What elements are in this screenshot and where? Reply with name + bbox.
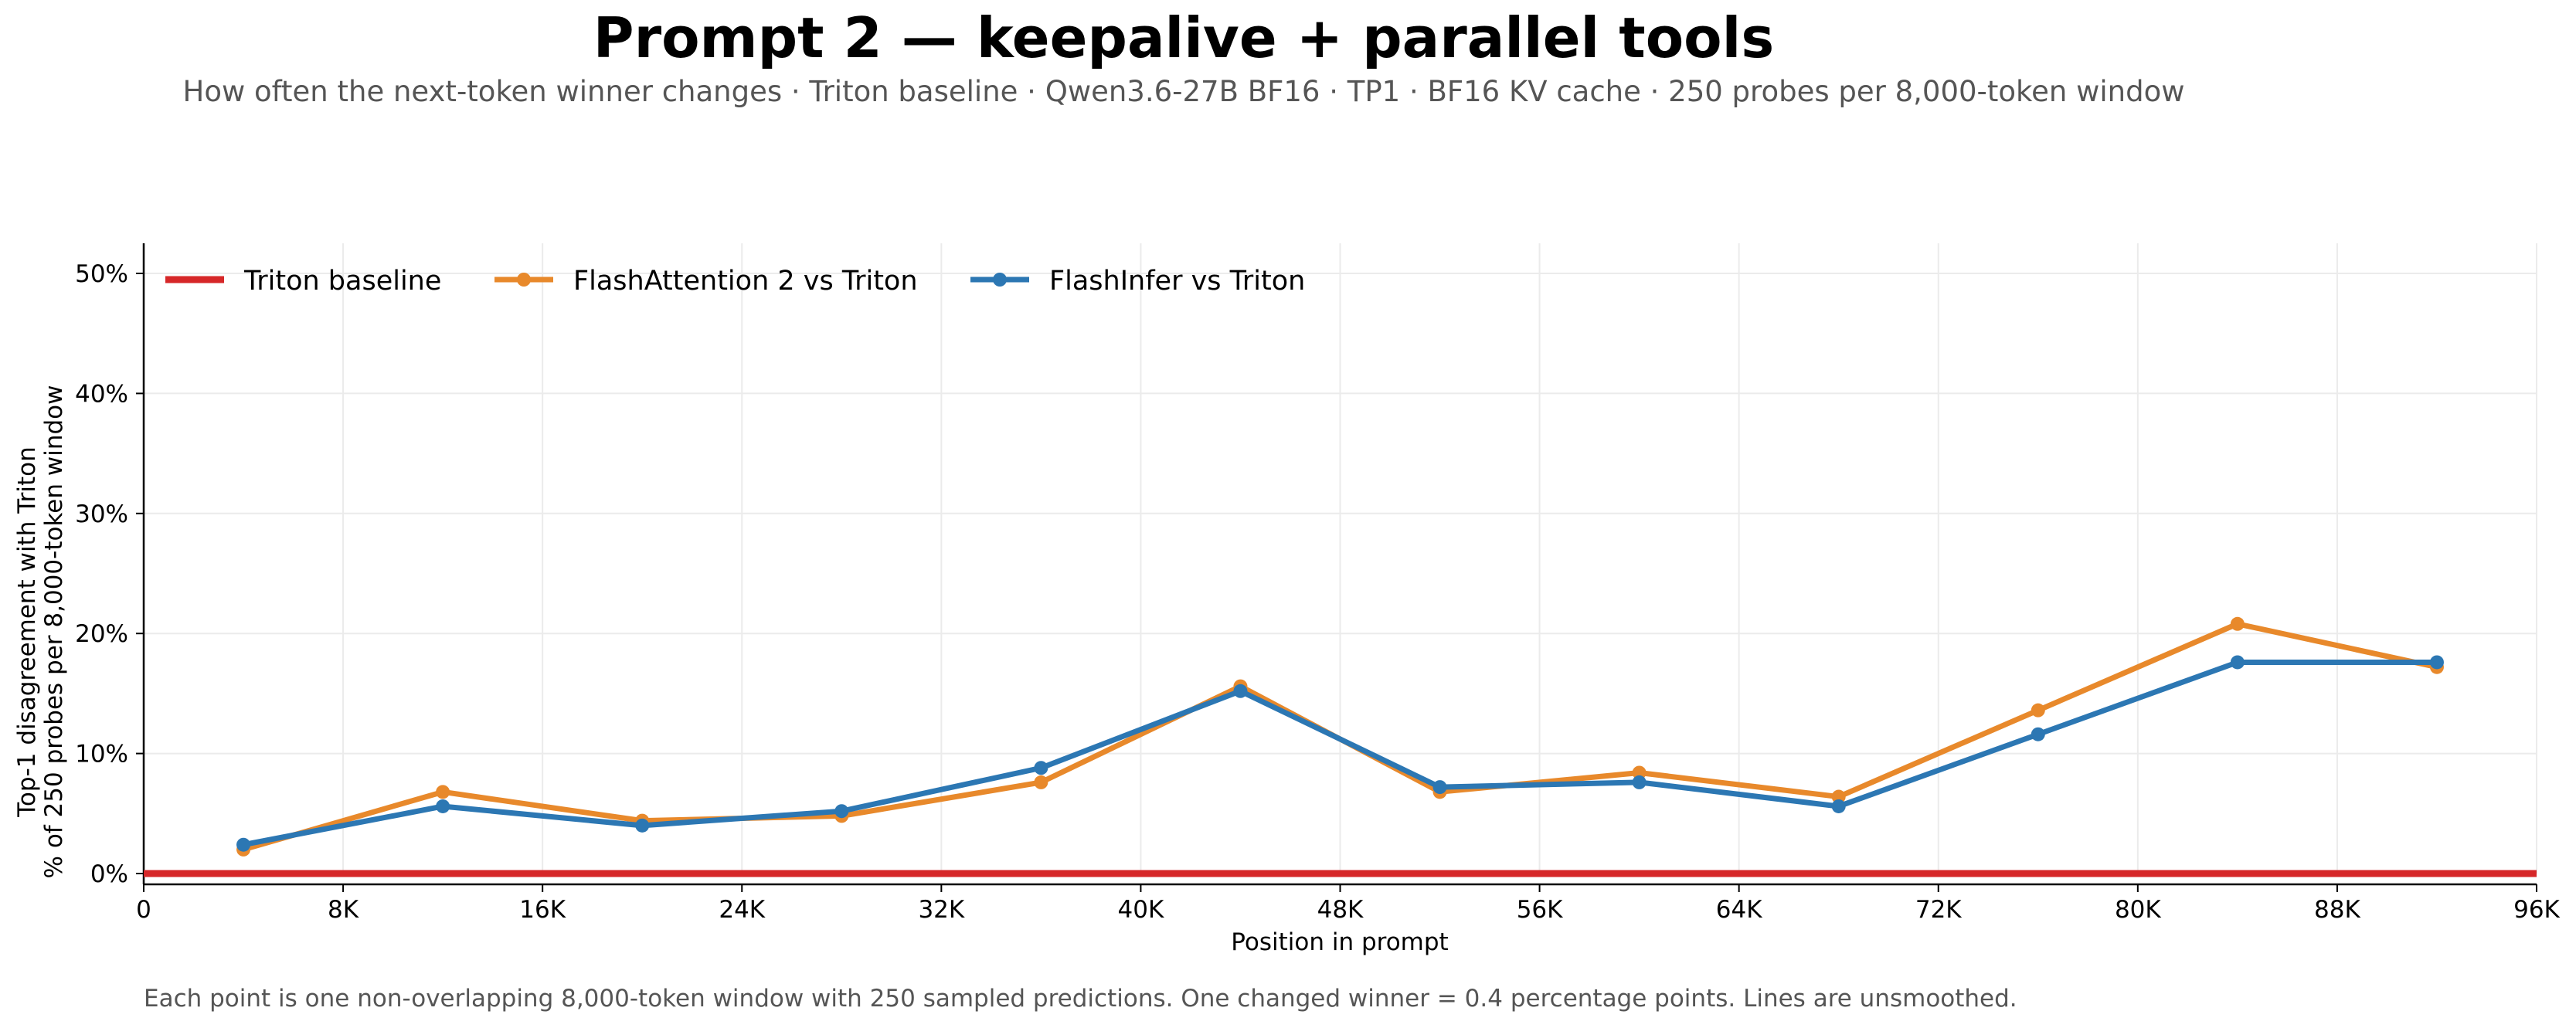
legend-label-series-2: FlashInfer vs Triton: [1049, 266, 1305, 297]
legend-label-series-1: FlashAttention 2 vs Triton: [573, 266, 918, 297]
y-tick-label: 40%: [75, 380, 128, 408]
series-2-point: [1233, 684, 1248, 698]
chart-footnote: Each point is one non-overlapping 8,000-…: [144, 985, 2017, 1013]
x-tick-label: 0: [136, 896, 151, 924]
x-tick-label: 32K: [918, 896, 964, 924]
legend-marker-series-2: [993, 273, 1007, 287]
x-axis-label: Position in prompt: [1231, 928, 1448, 956]
chart-title: Prompt 2 — keepalive + parallel tools: [593, 5, 1774, 70]
legend: Triton baseline FlashAttention 2 vs Trito…: [165, 266, 1305, 297]
series-1-point: [2230, 616, 2245, 631]
legend-label-triton-baseline: Triton baseline: [243, 266, 441, 297]
series-2-point: [1034, 761, 1048, 775]
series: [236, 616, 2444, 857]
series-2-point: [2031, 727, 2045, 741]
series-line-2: [243, 659, 2437, 848]
y-axis-label-line2: % of 250 probes per 8,000-token window: [40, 385, 68, 879]
x-tick-label: 48K: [1317, 896, 1364, 924]
legend-marker-series-1: [517, 273, 531, 287]
y-tick-label: 0%: [90, 860, 128, 888]
series-2-point: [1831, 799, 1846, 813]
x-tick-label: 16K: [519, 896, 566, 924]
x-tick-label: 24K: [719, 896, 765, 924]
series-2-point: [2429, 655, 2444, 670]
series-1-point: [2031, 703, 2045, 718]
series-2-point: [236, 837, 251, 852]
x-tick-label: 96K: [2513, 896, 2560, 924]
series-2-point: [834, 804, 849, 819]
y-tick-label: 30%: [75, 500, 128, 528]
x-tick-label: 64K: [1716, 896, 1762, 924]
series-1-point: [1034, 775, 1048, 789]
series-2-point: [1632, 775, 1647, 789]
tick-labels: 0 8K 16K 24K 32K 40K 48K 56K 64K 72K 80K 88K 96K 0% 10…: [75, 260, 2560, 924]
series-2-point: [1432, 780, 1447, 795]
y-axis-label-line1: Top-1 disagreement with Triton: [13, 446, 41, 817]
x-tick-label: 72K: [1915, 896, 1962, 924]
series-1-point: [436, 785, 450, 799]
series-2-point: [635, 818, 650, 833]
x-tick-label: 56K: [1517, 896, 1563, 924]
series-1-point: [1831, 789, 1846, 804]
series-2-point: [2230, 655, 2245, 670]
x-tick-label: 80K: [2115, 896, 2161, 924]
x-tick-label: 88K: [2314, 896, 2360, 924]
x-tick-label: 40K: [1118, 896, 1164, 924]
x-tick-label: 8K: [328, 896, 359, 924]
gridlines: [143, 243, 2537, 874]
y-tick-label: 50%: [75, 260, 128, 288]
y-tick-label: 20%: [75, 620, 128, 648]
series-1-point: [1632, 765, 1647, 780]
y-tick-label: 10%: [75, 741, 128, 768]
chart-subtitle: How often the next-token winner changes …: [183, 75, 2185, 108]
series-2-point: [436, 799, 450, 813]
